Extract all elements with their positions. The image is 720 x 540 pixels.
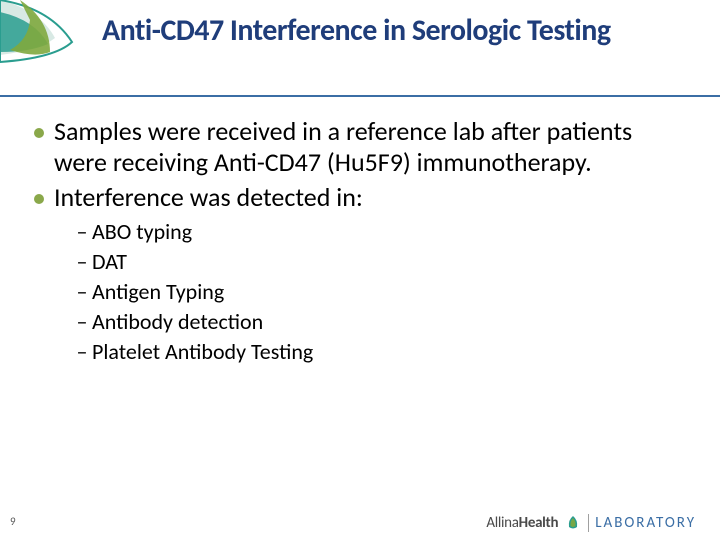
sub-bullet-item: – DAT [74, 248, 690, 276]
brand-laboratory: LABORATORY [595, 514, 696, 532]
sub-bullet-text: Antigen Typing [92, 278, 224, 306]
sub-bullet-text: Antibody detection [92, 308, 263, 336]
title-underline [0, 95, 720, 97]
slide-title-container: Anti-CD47 Interference in Serologic Test… [102, 14, 690, 47]
leaf-mark-icon [564, 515, 582, 533]
bullet-text: Samples were received in a reference lab… [54, 116, 690, 178]
brand-bold: Health [519, 514, 559, 532]
bullet-dot-icon [34, 128, 44, 138]
sub-bullet-item: – Antigen Typing [74, 278, 690, 306]
dash-icon: – [74, 248, 90, 276]
sub-bullet-item: – Antibody detection [74, 308, 690, 336]
footer-logo: AllinaHealth LABORATORY [486, 514, 696, 532]
slide-title: Anti-CD47 Interference in Serologic Test… [102, 14, 690, 47]
sub-bullet-list: – ABO typing – DAT – Antigen Typing – An… [74, 218, 690, 367]
sub-bullet-text: DAT [92, 248, 127, 276]
brand-prefix: Allina [486, 514, 518, 532]
sub-bullet-item: – Platelet Antibody Testing [74, 338, 690, 366]
brand-allina-health: AllinaHealth [486, 514, 558, 532]
bullet-item: Interference was detected in: [34, 182, 690, 213]
page-number: 9 [10, 515, 16, 528]
sub-bullet-text: Platelet Antibody Testing [92, 338, 313, 366]
leaf-arc-icon [0, 0, 92, 78]
dash-icon: – [74, 278, 90, 306]
dash-icon: – [74, 218, 90, 246]
bullet-text: Interference was detected in: [54, 182, 363, 213]
bullet-dot-icon [34, 194, 44, 204]
content-area: Samples were received in a reference lab… [34, 116, 690, 368]
sub-bullet-item: – ABO typing [74, 218, 690, 246]
header-decorative-icon [0, 0, 92, 78]
bullet-item: Samples were received in a reference lab… [34, 116, 690, 178]
slide: Anti-CD47 Interference in Serologic Test… [0, 0, 720, 540]
sub-bullet-text: ABO typing [92, 218, 192, 246]
dash-icon: – [74, 308, 90, 336]
dash-icon: – [74, 338, 90, 366]
logo-divider [588, 514, 589, 532]
